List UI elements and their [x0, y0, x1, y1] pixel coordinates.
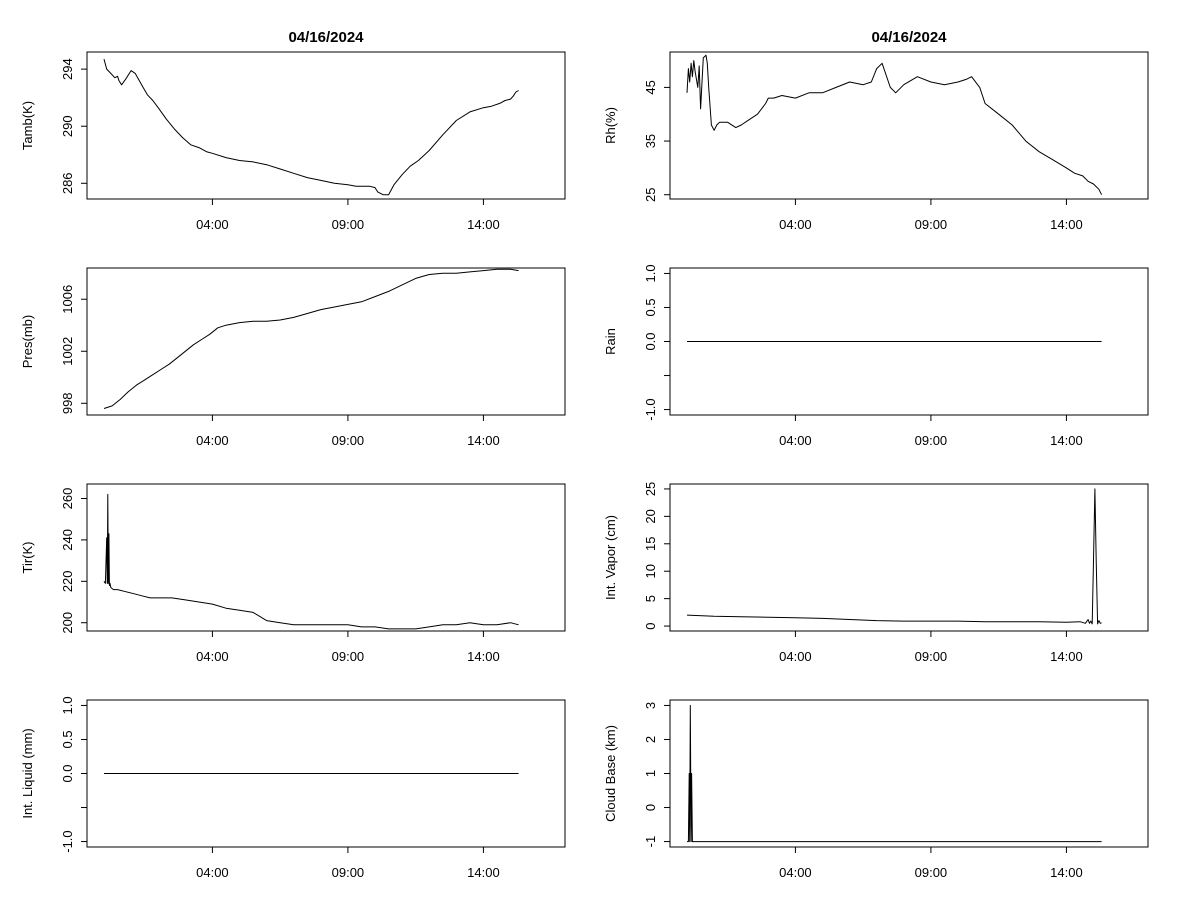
plot-frame — [86, 483, 566, 632]
y-tick-label: 5 — [643, 595, 658, 602]
x-tick-label: 09:00 — [332, 865, 365, 880]
x-tick-label: 14:00 — [467, 865, 500, 880]
y-tick-label: 0 — [643, 804, 658, 811]
x-tick-label: 14:00 — [1050, 649, 1083, 664]
y-tick-label: 10 — [643, 564, 658, 578]
y-tick-label: 1.0 — [643, 264, 658, 282]
series-line — [686, 488, 1102, 625]
y-axis-label: Cloud Base (km) — [603, 725, 618, 822]
x-tick-label: 14:00 — [1050, 217, 1083, 232]
panel-4: 04:00 09:00 14:00 -1.0 0.0 0.5 1.0 Rain — [603, 264, 1149, 448]
y-axis-label: Int. Vapor (cm) — [603, 515, 618, 600]
plot-frame — [669, 699, 1149, 848]
x-tick-label: 14:00 — [467, 217, 500, 232]
y-axis-label: Int. Liquid (mm) — [20, 728, 35, 818]
y-tick-label: 1 — [643, 770, 658, 777]
series-line — [687, 704, 1102, 843]
y-tick-label: 0.5 — [60, 730, 75, 748]
y-tick-label: 260 — [60, 488, 75, 510]
x-tick-label: 09:00 — [915, 217, 948, 232]
y-tick-label: 998 — [60, 392, 75, 414]
y-tick-label: 1002 — [60, 337, 75, 366]
panel-3: 04:00 09:00 14:00 998 1002 1006 Pres(mb) — [20, 267, 566, 448]
x-tick-label: 14:00 — [1050, 433, 1083, 448]
y-tick-label: 290 — [60, 115, 75, 137]
panel-2: 04/16/2024 04:00 09:00 14:00 25 35 45 Rh(%) — [603, 29, 1149, 232]
y-tick-label: -1.0 — [643, 398, 658, 420]
plot-frame — [669, 51, 1149, 200]
y-tick-label: 45 — [643, 80, 658, 94]
y-axis-label: Rh(%) — [603, 107, 618, 144]
series-line — [686, 54, 1103, 195]
x-tick-label: 04:00 — [196, 865, 229, 880]
y-tick-label: 240 — [60, 529, 75, 551]
x-tick-label: 04:00 — [196, 433, 229, 448]
y-tick-label: 1006 — [60, 285, 75, 314]
plot-frame — [86, 51, 566, 200]
x-tick-label: 04:00 — [779, 649, 812, 664]
series-line — [103, 493, 519, 630]
x-tick-label: 09:00 — [332, 649, 365, 664]
y-tick-label: 0.0 — [643, 332, 658, 350]
y-tick-label: 15 — [643, 537, 658, 551]
x-tick-label: 04:00 — [196, 217, 229, 232]
x-tick-label: 09:00 — [915, 649, 948, 664]
chart-title: 04/16/2024 — [871, 29, 947, 46]
x-tick-label: 14:00 — [467, 649, 500, 664]
x-tick-label: 14:00 — [467, 433, 500, 448]
y-tick-label: 294 — [60, 58, 75, 80]
chart-title: 04/16/2024 — [288, 29, 364, 46]
y-tick-label: 200 — [60, 612, 75, 634]
panel-8: 04:00 09:00 14:00 -1 0 1 2 3 Cloud Base (km) — [603, 699, 1149, 880]
y-tick-label: 0.0 — [60, 764, 75, 782]
plot-frame — [669, 483, 1149, 632]
y-axis-label: Tir(K) — [20, 541, 35, 573]
y-tick-label: -1 — [643, 836, 658, 848]
x-tick-label: 09:00 — [332, 217, 365, 232]
x-tick-label: 04:00 — [779, 433, 812, 448]
panel-7: 04:00 09:00 14:00 -1.0 0.0 0.5 1.0 Int. Liquid … — [20, 696, 566, 880]
y-tick-label: 35 — [643, 134, 658, 148]
y-tick-label: 25 — [643, 482, 658, 496]
series-line — [103, 58, 519, 196]
y-tick-label: -1.0 — [60, 830, 75, 852]
panel-5: 04:00 09:00 14:00 200 220 240 260 Tir(K) — [20, 483, 566, 664]
y-tick-label: 0.5 — [643, 298, 658, 316]
y-tick-label: 20 — [643, 509, 658, 523]
y-tick-label: 2 — [643, 736, 658, 743]
x-tick-label: 04:00 — [196, 649, 229, 664]
x-tick-label: 04:00 — [779, 865, 812, 880]
panel-6: 04:00 09:00 14:00 0 5 10 15 20 25 Int. Vapor (cm) — [603, 482, 1149, 664]
panel-1: 04/16/2024 04:00 09:00 14:00 286 290 294 Tamb(K… — [20, 29, 566, 232]
y-tick-label: 286 — [60, 172, 75, 194]
plot-frame — [86, 267, 566, 416]
y-tick-label: 0 — [643, 622, 658, 629]
y-tick-label: 1.0 — [60, 696, 75, 714]
x-tick-label: 14:00 — [1050, 865, 1083, 880]
x-tick-label: 09:00 — [915, 433, 948, 448]
y-axis-label: Rain — [603, 328, 618, 355]
series-line — [103, 268, 519, 409]
x-tick-label: 04:00 — [779, 217, 812, 232]
y-tick-label: 25 — [643, 187, 658, 201]
y-tick-label: 220 — [60, 570, 75, 592]
y-tick-label: 3 — [643, 702, 658, 709]
x-tick-label: 09:00 — [332, 433, 365, 448]
y-axis-label: Pres(mb) — [20, 315, 35, 368]
y-axis-label: Tamb(K) — [20, 101, 35, 150]
x-tick-label: 09:00 — [915, 865, 948, 880]
